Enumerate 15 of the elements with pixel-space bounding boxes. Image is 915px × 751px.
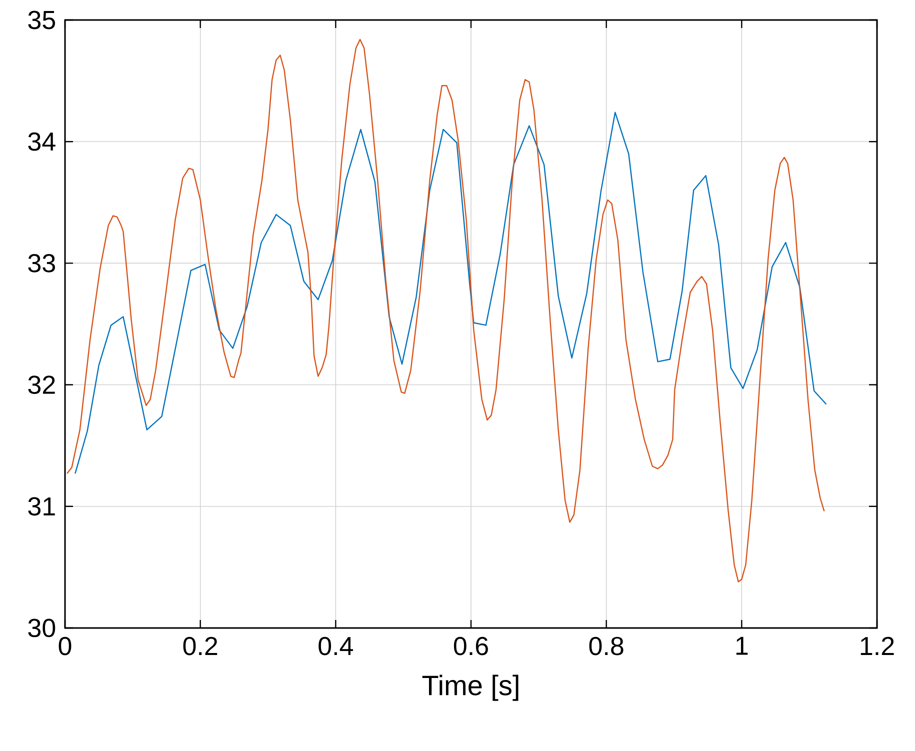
- x-tick-label: 0.4: [318, 636, 353, 656]
- x-tick-label: 0.6: [454, 636, 488, 656]
- x-tick-label: 0: [58, 636, 72, 656]
- y-tick-label: 30: [28, 618, 56, 638]
- y-tick-label: 32: [28, 376, 55, 394]
- y-tick-label: 35: [28, 10, 56, 30]
- x-axis-title: Time [s]: [422, 674, 518, 701]
- y-tick-label: 31: [28, 497, 55, 516]
- x-tick-label: 1: [736, 636, 748, 655]
- x-tick-label: 0.2: [183, 636, 218, 656]
- y-tick-label: 34: [28, 132, 56, 151]
- line-series: [74, 112, 827, 474]
- x-tick-label: 0.8: [589, 636, 624, 656]
- y-tick-label: 33: [28, 254, 55, 272]
- x-tick-label: 1.2: [860, 636, 894, 656]
